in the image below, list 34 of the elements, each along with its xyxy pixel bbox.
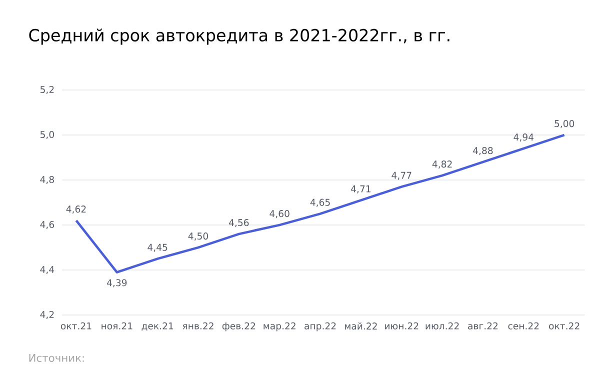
data-label: 4,50 bbox=[188, 232, 208, 241]
data-label: 4,82 bbox=[432, 160, 452, 169]
data-label: 4,65 bbox=[310, 198, 330, 207]
data-label: 4,56 bbox=[229, 219, 249, 228]
data-label: 4,45 bbox=[148, 244, 168, 252]
x-tick-label: сен.22 bbox=[508, 322, 539, 330]
x-tick-label: май.22 bbox=[344, 322, 377, 330]
x-tick-label: фев.22 bbox=[222, 322, 256, 332]
data-label: 4,94 bbox=[514, 134, 534, 142]
data-label: 4,88 bbox=[473, 147, 493, 156]
y-tick-label: 5,2 bbox=[40, 86, 54, 94]
x-tick-label: апр.22 bbox=[304, 322, 336, 332]
x-tick-label: июл.22 bbox=[426, 322, 459, 330]
x-tick-label: авг.22 bbox=[468, 322, 498, 330]
x-tick-label: окт.21 bbox=[60, 322, 92, 330]
y-tick-label: 4,8 bbox=[40, 176, 54, 184]
data-label: 4,77 bbox=[392, 172, 412, 180]
y-tick-label: 4,4 bbox=[40, 266, 54, 274]
data-label: 4,62 bbox=[66, 206, 86, 214]
data-label: 5,00 bbox=[554, 120, 574, 128]
data-label: 4,60 bbox=[270, 210, 290, 218]
data-label: 4,71 bbox=[351, 185, 370, 194]
chart-title: Средний срок автокредита в 2021-2022гг., в гг. bbox=[29, 28, 450, 45]
data-label: 4,39 bbox=[106, 279, 127, 288]
x-tick-label: окт.22 bbox=[549, 322, 580, 330]
x-tick-label: ноя.21 bbox=[102, 322, 132, 330]
x-tick-label: дек.21 bbox=[142, 322, 174, 331]
y-tick-label: 4,6 bbox=[40, 221, 54, 230]
y-tick-label: 5,0 bbox=[40, 131, 54, 140]
x-tick-label: июн.22 bbox=[385, 322, 418, 330]
text: Источник: bbox=[29, 354, 84, 362]
y-tick-label: 4,2 bbox=[40, 311, 54, 320]
x-tick-label: мар.22 bbox=[264, 322, 296, 332]
x-tick-label: янв.22 bbox=[182, 322, 214, 330]
